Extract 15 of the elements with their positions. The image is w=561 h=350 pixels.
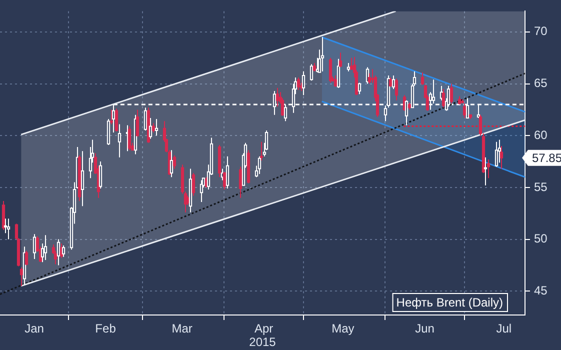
x-tick-label: May	[332, 322, 354, 336]
x-tick-label: Mar	[172, 322, 192, 336]
x-axis-title: 2015	[249, 335, 276, 350]
y-tick-label: 55	[534, 180, 548, 194]
x-tick-label: Apr	[254, 322, 274, 336]
y-tick-label: 45	[534, 283, 548, 298]
y-tick-label: 65	[534, 76, 548, 90]
annotation: Нефть Brent (Daily)	[396, 295, 504, 310]
x-tick-label: Jan	[24, 322, 44, 336]
x-tick-label: Jun	[415, 322, 434, 336]
y-tick-label: 50	[534, 232, 548, 246]
x-tick-label: Feb	[95, 322, 116, 336]
y-tick-label: 60	[534, 128, 548, 142]
x-tick-label: Jul	[496, 322, 512, 336]
y-tick-label: 70	[534, 24, 548, 38]
